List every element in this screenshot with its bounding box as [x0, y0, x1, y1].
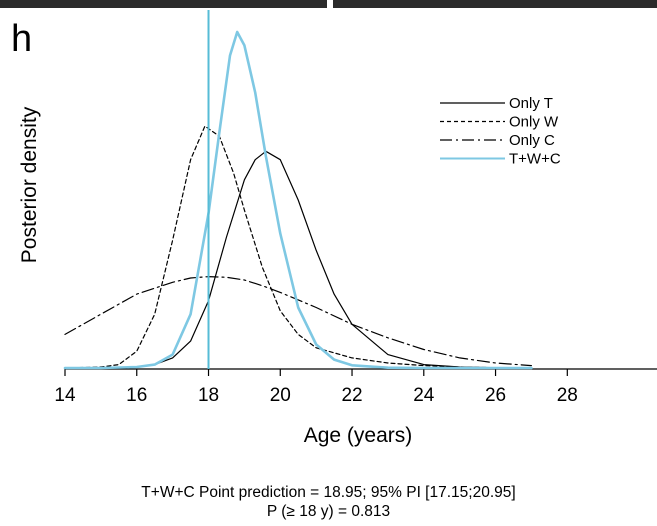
- y-axis-label: Posterior density: [18, 106, 41, 264]
- legend-label-only-w: Only W: [509, 114, 559, 131]
- series-line-only-w: [64, 125, 533, 369]
- series-line-only-t: [64, 150, 533, 369]
- caption-probability: P (≥ 18 y) = 0.813: [266, 503, 391, 520]
- series-line-only-c: [64, 276, 533, 367]
- series-line-t-w-c: [63, 30, 533, 370]
- x-tick-label-14: 14: [54, 385, 76, 406]
- x-tick-label-24: 24: [413, 385, 435, 406]
- x-axis-label: Age (years): [303, 424, 413, 447]
- x-tick-label-26: 26: [485, 385, 506, 406]
- top-image-strip-left: [0, 0, 327, 8]
- panel-label: h: [11, 18, 33, 60]
- top-image-strip-right: [333, 0, 657, 8]
- x-tick-label-16: 16: [126, 385, 147, 406]
- x-tick-label-18: 18: [198, 385, 219, 406]
- legend-label-only-c: Only C: [509, 132, 555, 149]
- x-tick-label-20: 20: [270, 385, 291, 406]
- x-tick-label-28: 28: [557, 385, 578, 406]
- caption-point-prediction: T+W+C Point prediction = 18.95; 95% PI […: [141, 484, 516, 501]
- legend-label-t-w-c: T+W+C: [509, 151, 561, 168]
- legend-label-only-t: Only T: [509, 95, 553, 112]
- x-tick-label-22: 22: [341, 385, 362, 406]
